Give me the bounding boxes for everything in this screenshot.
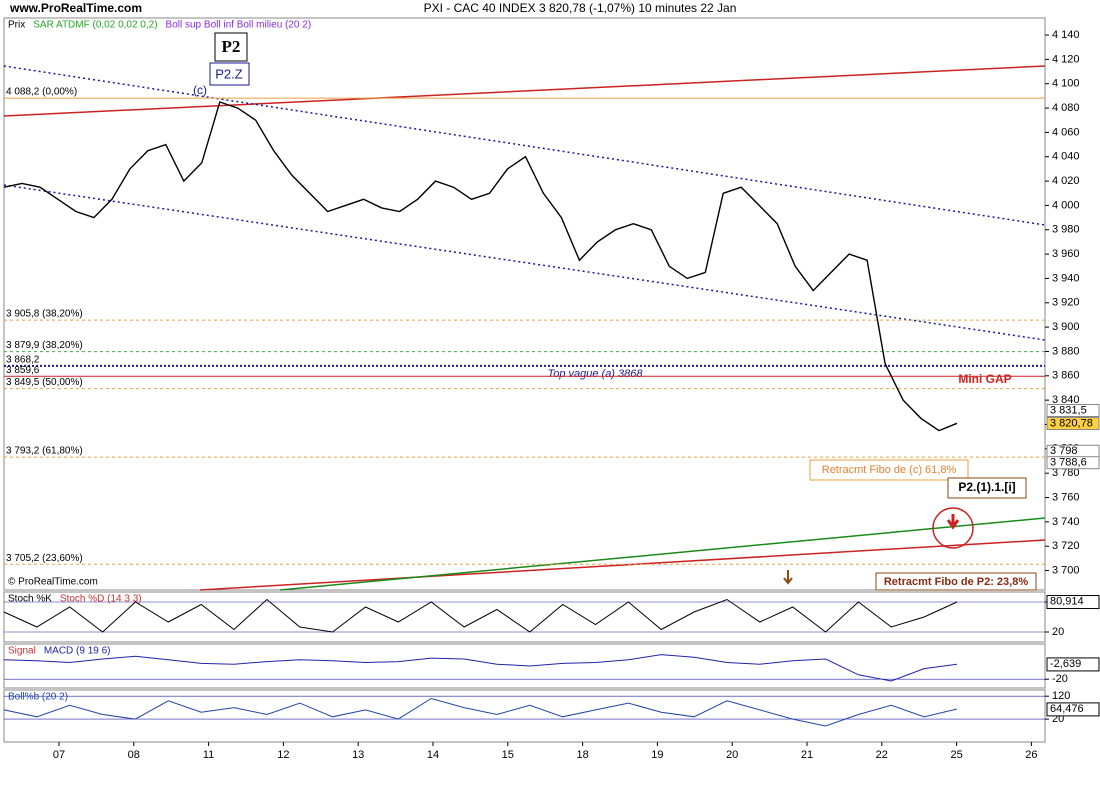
level-label: 3 793,2 (61,80%) (6, 446, 83, 457)
legend-entry: Stoch %K (8, 594, 52, 605)
legend-entry: Prix (8, 20, 25, 31)
x-tick-label: 11 (203, 749, 214, 761)
level-label: 4 088,2 (0,00%) (6, 87, 77, 98)
x-tick-label: 19 (651, 749, 663, 761)
price-label: 3 831,5 (1050, 404, 1087, 416)
price-label: 3 820,78 (1050, 417, 1093, 429)
label-box (809, 459, 969, 481)
x-tick-label: 15 (502, 749, 514, 761)
y-tick-label: 3 980 (1052, 224, 1080, 236)
x-tick-label: 07 (53, 749, 65, 761)
y-tick-label: 4 000 (1052, 199, 1080, 211)
site-header: www.ProRealTime.com (9, 1, 142, 15)
price-label: 3 798 (1050, 445, 1078, 457)
y-tick-label: 20 (1052, 626, 1064, 638)
annotation: Retracmt Fibo de P2: 23,8% (884, 576, 1028, 588)
down-arrow (783, 570, 793, 585)
legend-entry: Boll sup Boll inf Boll milieu (20 2) (166, 20, 312, 31)
trend-line (199, 539, 1046, 591)
x-tick-label: 08 (128, 749, 140, 761)
y-tick-label: 3 920 (1052, 297, 1080, 309)
series-line (3, 654, 958, 682)
x-tick-label: 20 (726, 749, 738, 761)
x-tick-label: 13 (352, 749, 364, 761)
label-box (209, 62, 250, 86)
y-tick-label: 3 780 (1052, 467, 1080, 479)
y-tick-label: 120 (1052, 690, 1070, 702)
last-label: -2,639 (1050, 658, 1081, 670)
y-tick-label: 4 120 (1052, 53, 1080, 65)
y-tick-label: 4 060 (1052, 126, 1080, 138)
x-tick-label: 21 (801, 749, 813, 761)
y-tick-label: 4 020 (1052, 175, 1080, 187)
last-box (1046, 702, 1100, 717)
y-tick-label: 3 720 (1052, 540, 1080, 552)
label-box (214, 32, 248, 62)
level-label: 3 868,2 (6, 354, 40, 365)
level-label: 3 879,9 (38,20%) (6, 340, 83, 351)
label-box (875, 572, 1037, 591)
marker-circle (932, 507, 974, 549)
y-tick-label: 3 760 (1052, 491, 1080, 503)
level-label: 3 849,5 (50,00%) (6, 377, 83, 388)
y-tick-label: 4 100 (1052, 78, 1080, 90)
y-tick-label: 3 700 (1052, 564, 1080, 576)
annotation: P2.(1).1.[i] (958, 480, 1015, 494)
price-box (1046, 456, 1100, 470)
label-box (947, 477, 1027, 499)
x-tick-label: 14 (427, 749, 439, 761)
last-label: 80,914 (1050, 595, 1084, 607)
last-label: 64,476 (1050, 703, 1084, 715)
annotation: Mini GAP (958, 372, 1011, 386)
wave-label: P2 (222, 37, 241, 56)
wave-label: (c) (193, 83, 207, 97)
y-tick-label: 3 880 (1052, 345, 1080, 357)
x-tick-label: 18 (576, 749, 588, 761)
legend-entry: Boll%b (20 2) (8, 692, 68, 703)
down-arrow (946, 514, 960, 530)
last-box (1046, 595, 1100, 610)
trend-line (3, 65, 1046, 226)
last-box (1046, 657, 1100, 672)
y-tick-label: 3 840 (1052, 394, 1080, 406)
annotation: Top vague (a) 3868 (548, 368, 644, 380)
boll-panel (3, 689, 1046, 743)
legend-entry: Signal (8, 646, 36, 657)
x-tick-label: 12 (277, 749, 289, 761)
wave-label: P2.Z (215, 66, 243, 81)
y-tick-label: 3 940 (1052, 272, 1080, 284)
chart-title: PXI - CAC 40 INDEX 3 820,78 (-1,07%) 10 … (424, 1, 737, 15)
series-line (3, 598, 958, 633)
legend-entry: MACD (9 19 6) (44, 646, 111, 657)
price-panel (3, 17, 1046, 591)
series-line (3, 101, 958, 432)
x-tick-label: 26 (1025, 749, 1037, 761)
copyright: © ProRealTime.com (8, 577, 98, 588)
trend-line (3, 65, 1046, 117)
price-box (1046, 403, 1100, 417)
y-tick-label: 3 900 (1052, 321, 1080, 333)
y-tick-label: 4 080 (1052, 102, 1080, 114)
level-label: 3 905,8 (38,20%) (6, 309, 83, 320)
y-tick-label: 3 960 (1052, 248, 1080, 260)
y-tick-label: -20 (1052, 673, 1068, 685)
trend-line (279, 517, 1046, 591)
y-tick-label: 3 740 (1052, 516, 1080, 528)
x-tick-label: 25 (950, 749, 962, 761)
y-tick-label: 4 140 (1052, 29, 1080, 41)
legend-entry: Stoch %D (14 3 3) (60, 594, 142, 605)
level-label: 3 859,6 (6, 365, 40, 376)
y-tick-label: 3 860 (1052, 370, 1080, 382)
y-tick-label: 4 040 (1052, 151, 1080, 163)
level-label: 3 705,2 (23,60%) (6, 553, 83, 564)
price-label: 3 788,6 (1050, 457, 1087, 469)
annotation: Retracmt Fibo de (c) 61,8% (822, 464, 957, 476)
series-line (3, 697, 958, 727)
x-tick-label: 22 (876, 749, 888, 761)
legend-entry: SAR ATDMF (0,02 0,02 0,2) (33, 20, 157, 31)
price-box (1046, 417, 1100, 431)
trend-line (3, 184, 1046, 341)
